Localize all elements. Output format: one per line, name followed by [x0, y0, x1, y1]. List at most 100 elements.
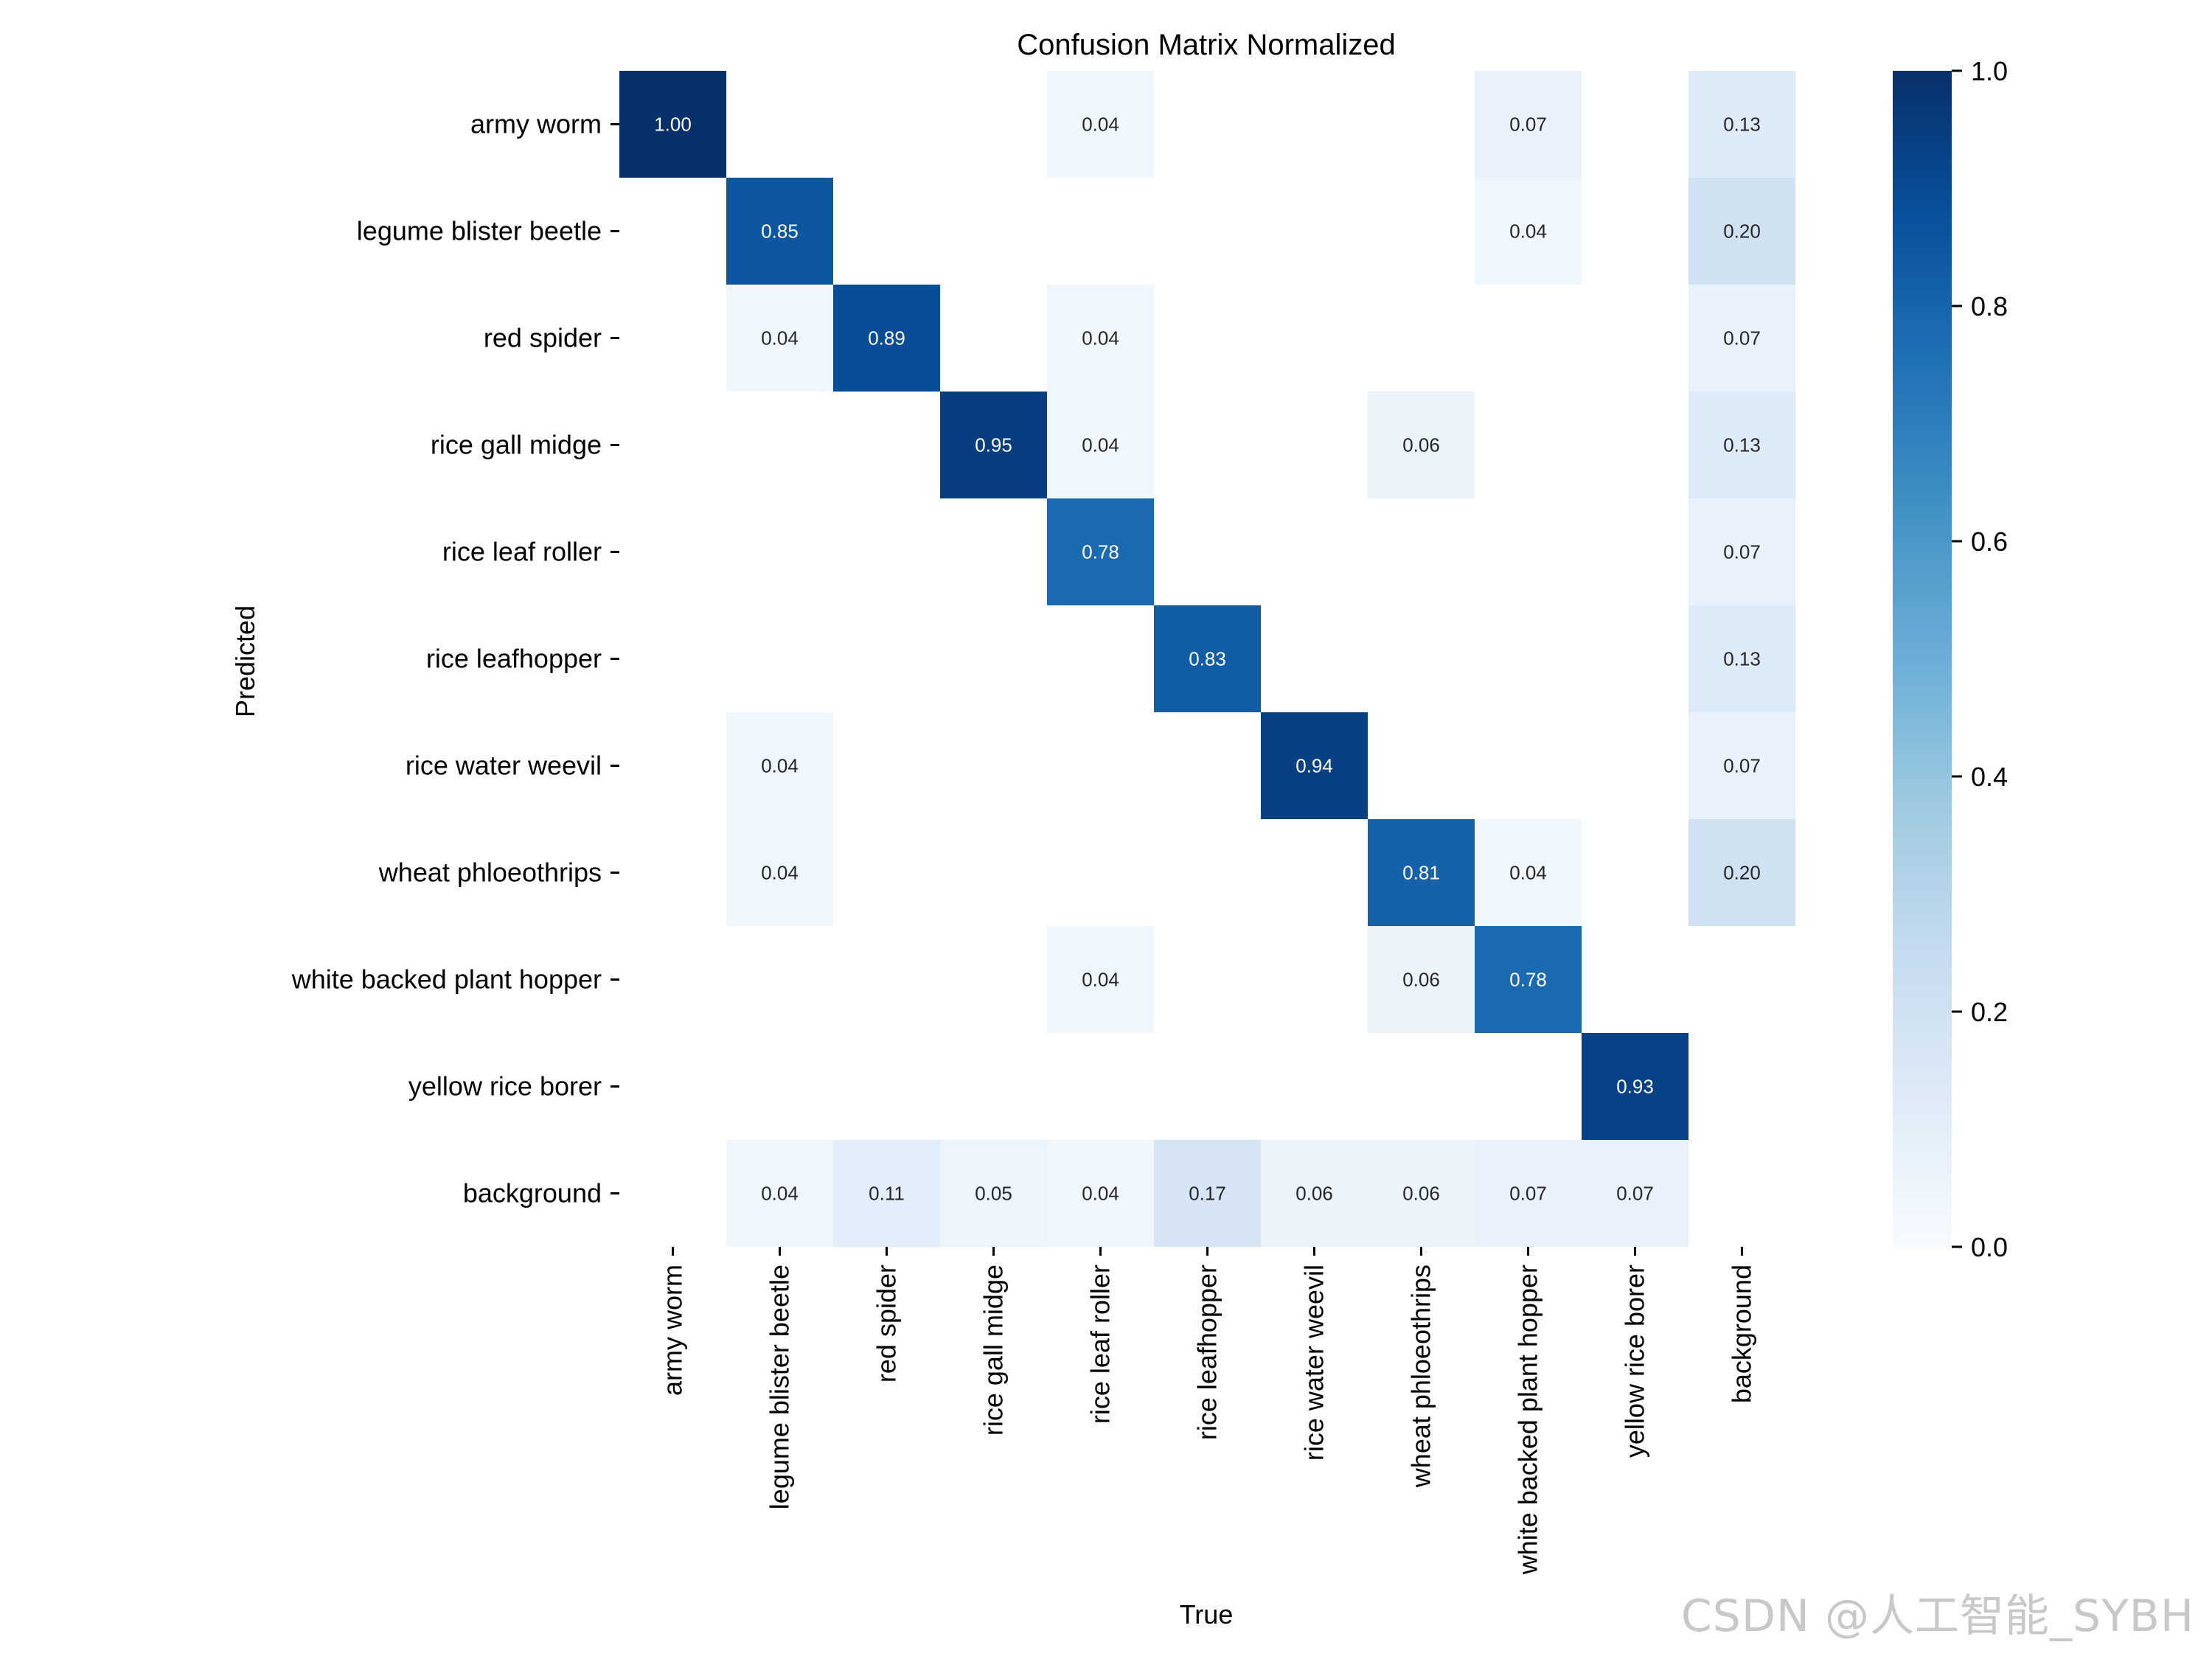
- cell-value-label: 0.04: [1509, 862, 1547, 884]
- heatmap-cell: [1047, 926, 1154, 1033]
- y-tick-label: army worm: [470, 109, 602, 139]
- x-tick-label: red spider: [872, 1265, 902, 1382]
- y-tick-label: rice leafhopper: [426, 644, 602, 674]
- cell-value-label: 0.05: [975, 1183, 1012, 1205]
- y-axis-ticks: army worm legume blister beetle red spider…: [291, 109, 619, 1208]
- cell-value-label: 0.04: [761, 755, 799, 777]
- cell-value-label: 0.78: [1082, 541, 1119, 563]
- heatmap-cell: [1368, 926, 1475, 1033]
- heatmap-cell: [1688, 605, 1795, 712]
- colorbar-tick-label: 0.8: [1971, 291, 2008, 321]
- x-tick-label: army worm: [658, 1265, 688, 1396]
- y-tick-label: rice leaf roller: [442, 537, 602, 567]
- heatmap-cell: [1047, 498, 1154, 605]
- y-tick-label: red spider: [484, 323, 602, 353]
- cell-value-label: 0.06: [1295, 1183, 1333, 1205]
- y-tick-label: legume blister beetle: [357, 216, 602, 246]
- cell-value-label: 0.07: [1723, 755, 1761, 777]
- heatmap-cells: 1.00 0.04 0.07 0.13 0.85 0.04 0.20 0.04 0.89 0.04…: [619, 71, 1795, 1247]
- cell-value-label: 0.04: [1509, 220, 1547, 243]
- heatmap-cell: [1047, 285, 1154, 392]
- heatmap-cell: [726, 178, 833, 285]
- heatmap-cell: [1475, 926, 1582, 1033]
- cell-value-label: 0.13: [1723, 114, 1761, 136]
- cell-value-label: 0.04: [1082, 327, 1119, 349]
- cell-value-label: 0.13: [1723, 434, 1761, 456]
- cell-value-label: 0.07: [1509, 114, 1547, 136]
- heatmap-cell: [1154, 1140, 1261, 1247]
- heatmap-cell: [726, 712, 833, 819]
- y-tick-label: white backed plant hopper: [291, 964, 602, 995]
- y-tick-label: background: [463, 1178, 602, 1208]
- colorbar-tick-label: 0.2: [1971, 997, 2008, 1027]
- cell-value-label: 0.85: [761, 220, 799, 243]
- x-tick-label: rice water weevil: [1299, 1265, 1329, 1461]
- x-tick-label: wheat phloeothrips: [1406, 1265, 1436, 1488]
- heatmap-cell: [940, 1140, 1047, 1247]
- colorbar-tick-label: 0.6: [1971, 526, 2008, 557]
- x-tick-label: legume blister beetle: [765, 1265, 795, 1509]
- cell-value-label: 0.93: [1616, 1076, 1654, 1098]
- cell-value-label: 0.06: [1402, 969, 1440, 991]
- chart-title: Confusion Matrix Normalized: [1017, 29, 1396, 61]
- y-axis-label: Predicted: [230, 605, 260, 717]
- heatmap-cell: [726, 819, 833, 926]
- cell-value-label: 0.04: [1082, 434, 1119, 456]
- heatmap-cell: [1047, 1140, 1154, 1247]
- x-tick-label: yellow rice borer: [1620, 1265, 1650, 1458]
- cell-value-label: 0.04: [1082, 969, 1119, 991]
- heatmap-cell: [1688, 392, 1795, 498]
- cell-value-label: 0.04: [1082, 1183, 1119, 1205]
- colorbar-tick-label: 0.4: [1971, 762, 2008, 792]
- heatmap-cell: [940, 392, 1047, 498]
- heatmap-cell: [1688, 71, 1795, 178]
- colorbar: [1893, 71, 1952, 1247]
- cell-value-label: 0.20: [1723, 220, 1761, 243]
- cell-value-label: 0.07: [1616, 1183, 1654, 1205]
- heatmap-cell: [1368, 819, 1475, 926]
- cell-value-label: 0.95: [975, 434, 1012, 456]
- heatmap-cell: [833, 1140, 940, 1247]
- colorbar-tick-label: 0.0: [1971, 1232, 2008, 1262]
- cell-value-label: 0.13: [1723, 648, 1761, 670]
- cell-value-label: 0.81: [1402, 862, 1440, 884]
- heatmap-cell: [1154, 605, 1261, 712]
- heatmap-cell: [1688, 712, 1795, 819]
- heatmap-cell: [1047, 392, 1154, 498]
- heatmap-cell: [726, 1140, 833, 1247]
- heatmap-cell: [1475, 71, 1582, 178]
- y-tick-label: wheat phloeothrips: [378, 858, 602, 888]
- colorbar-ticks: 0.0 0.2 0.4 0.6 0.8 1.0: [1952, 56, 2008, 1262]
- heatmap-cell: [726, 285, 833, 392]
- cell-value-label: 0.04: [761, 1183, 799, 1205]
- x-tick-label: background: [1727, 1265, 1757, 1403]
- heatmap-cell: [1688, 819, 1795, 926]
- cell-value-label: 0.78: [1509, 969, 1547, 991]
- cell-value-label: 0.11: [869, 1183, 905, 1205]
- cell-value-label: 0.94: [1295, 755, 1333, 777]
- cell-value-label: 0.06: [1402, 1183, 1440, 1205]
- heatmap-cell: [1368, 392, 1475, 498]
- heatmap-cell: [833, 285, 940, 392]
- heatmap-cell: [1475, 819, 1582, 926]
- cell-value-label: 0.04: [1082, 114, 1119, 136]
- colorbar-tick-label: 1.0: [1971, 56, 2008, 86]
- x-axis-label: True: [1180, 1599, 1234, 1630]
- x-axis-ticks: army worm legume blister beetle red spider…: [658, 1247, 1757, 1575]
- heatmap-cell: [1368, 1140, 1475, 1247]
- cell-value-label: 0.07: [1723, 327, 1761, 349]
- cell-value-label: 1.00: [654, 114, 692, 136]
- heatmap-cell: [1688, 498, 1795, 605]
- watermark-text: CSDN @人工智能_SYBH: [1680, 1590, 2194, 1642]
- x-tick-label: white backed plant hopper: [1513, 1265, 1543, 1575]
- heatmap-cell: [619, 71, 726, 178]
- cell-value-label: 0.07: [1509, 1183, 1547, 1205]
- heatmap-cell: [1688, 178, 1795, 285]
- cell-value-label: 0.04: [761, 327, 799, 349]
- x-tick-label: rice gall midge: [978, 1265, 1009, 1436]
- x-tick-label: rice leafhopper: [1192, 1265, 1222, 1440]
- y-tick-label: yellow rice borer: [408, 1071, 602, 1102]
- heatmap-cell: [1047, 71, 1154, 178]
- heatmap-cell: [1582, 1033, 1688, 1140]
